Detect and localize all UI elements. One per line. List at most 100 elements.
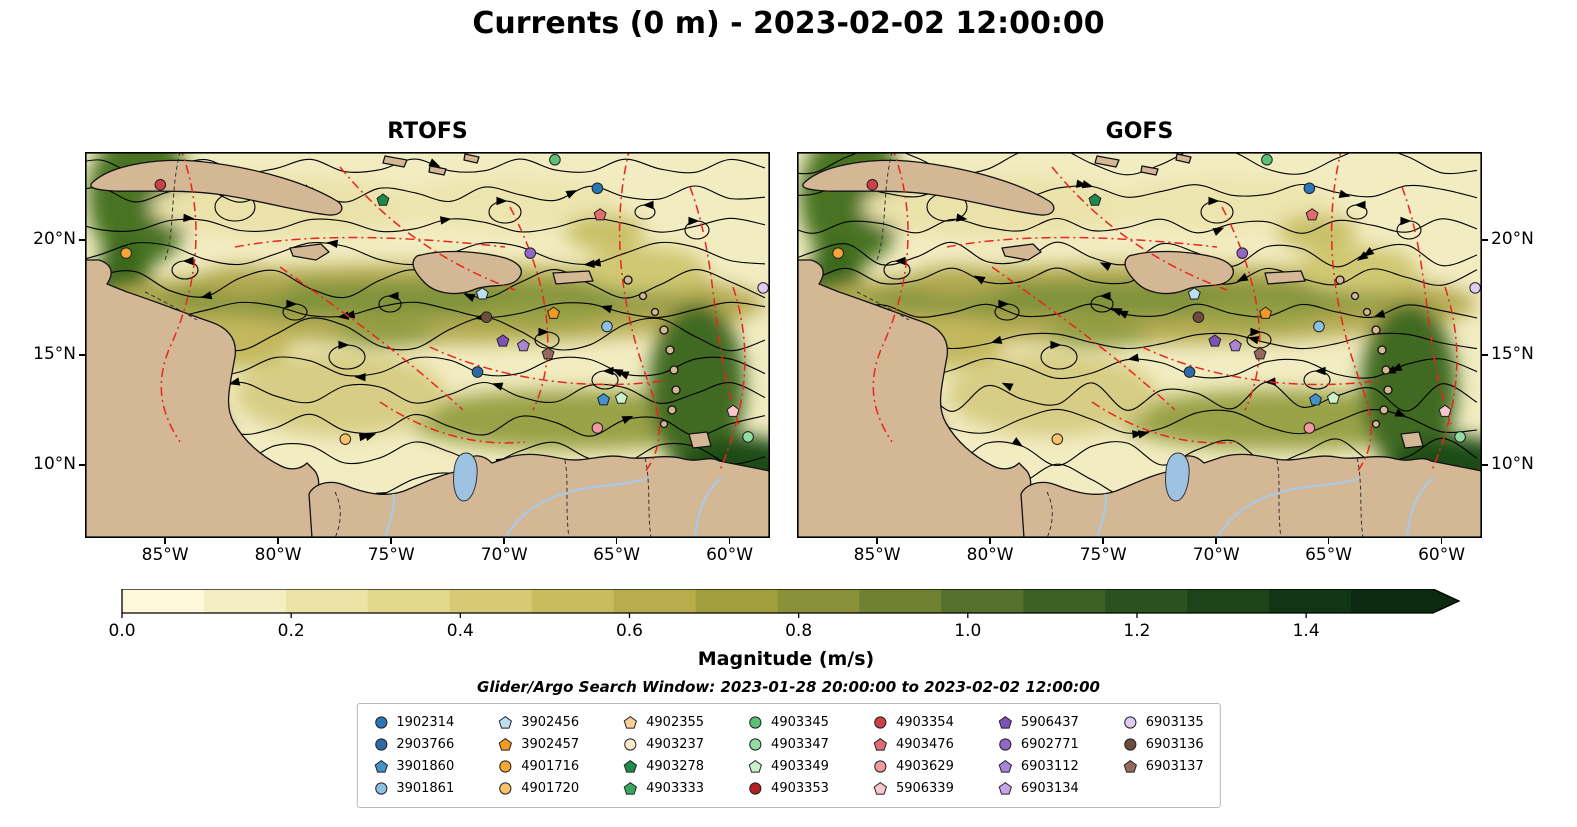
lon-tick-label: 70°W bbox=[1192, 545, 1240, 565]
float-marker-1902314-icon bbox=[1303, 182, 1316, 195]
lat-tickmark bbox=[1482, 239, 1488, 241]
lon-tickmark bbox=[1440, 538, 1443, 544]
colorbar bbox=[121, 589, 1461, 618]
float-marker-4901716-icon bbox=[832, 247, 844, 259]
figure-title: Currents (0 m) - 2023-02-02 12:00:00 bbox=[472, 6, 1105, 41]
legend-entry: 3901860 bbox=[373, 756, 454, 777]
bahamas-landmass bbox=[428, 165, 447, 176]
circle-marker-icon bbox=[624, 738, 637, 751]
legend-entry: 4903345 bbox=[748, 712, 829, 733]
lon-tickmark bbox=[876, 538, 878, 544]
legend-entry: 3902456 bbox=[498, 712, 579, 733]
float-marker-3902457-icon bbox=[1259, 306, 1273, 319]
gofs-map bbox=[797, 152, 1482, 538]
float-marker-3902456-icon bbox=[475, 287, 489, 300]
float-marker-4901720-icon bbox=[1051, 433, 1064, 445]
legend-column: 4903345 4903347 4903349 4903353 bbox=[748, 712, 829, 799]
streamline-arrow-icon bbox=[1247, 336, 1260, 345]
streamline-arrow-icon bbox=[998, 299, 1010, 309]
lon-tickmark bbox=[989, 538, 991, 544]
legend-entry: 4903333 bbox=[623, 778, 704, 799]
pentagon-marker-icon bbox=[998, 759, 1013, 773]
streamline-arrow-icon bbox=[1394, 408, 1407, 417]
bahamas-landmass bbox=[463, 153, 480, 164]
float-marker-3901861-icon bbox=[1313, 320, 1325, 333]
circle-marker-icon bbox=[874, 760, 887, 773]
float-marker-3902457-icon bbox=[547, 306, 561, 319]
streamline-arrow-icon bbox=[642, 200, 654, 210]
trinidad-landmass bbox=[1400, 431, 1424, 449]
legend-entry-label: 5906437 bbox=[1020, 715, 1079, 730]
pentagon-marker-icon bbox=[998, 715, 1013, 729]
lake-maracaibo bbox=[453, 452, 478, 502]
legend-column: 4903354 4903476 4903629 5906339 bbox=[873, 712, 954, 799]
lon-tickmark bbox=[277, 538, 279, 544]
bahamas-landmass bbox=[1175, 153, 1192, 164]
legend-entry: 4903349 bbox=[748, 756, 829, 777]
streamline-arrow-icon bbox=[1137, 430, 1150, 439]
streamline-arrow-icon bbox=[621, 416, 634, 425]
lon-tick-label: 80°W bbox=[254, 545, 302, 565]
legend-entry-label: 4901716 bbox=[521, 759, 580, 774]
lat-tickmark bbox=[1482, 464, 1488, 466]
streamline-arrow-icon bbox=[1208, 196, 1220, 206]
lon-tick-label: 60°W bbox=[706, 545, 754, 565]
streamline-arrow-icon bbox=[1050, 340, 1062, 350]
legend-entry-label: 4901720 bbox=[521, 781, 580, 796]
float-marker-6903112-icon bbox=[1228, 338, 1242, 352]
legend-entry-label: 5906339 bbox=[895, 781, 954, 796]
streamline-arrow-icon bbox=[1099, 262, 1112, 271]
float-marker-4903347-icon bbox=[742, 431, 754, 443]
float-marker-3901860-icon bbox=[1309, 392, 1323, 406]
lon-tickmark bbox=[728, 538, 731, 544]
streamline-arrow-icon bbox=[1116, 310, 1129, 319]
float-marker-4903349-icon bbox=[614, 391, 628, 404]
circle-marker-icon bbox=[1124, 738, 1137, 751]
streamline-arrow-icon bbox=[286, 299, 298, 309]
legend-entry-label: 3901860 bbox=[396, 759, 455, 774]
streamline-arrow-icon bbox=[617, 371, 630, 380]
bahamas-landmass bbox=[382, 155, 408, 168]
float-markers bbox=[120, 153, 769, 445]
pentagon-marker-icon bbox=[873, 737, 888, 751]
pentagon-marker-icon bbox=[623, 759, 638, 773]
streamline-arrow-icon bbox=[1001, 382, 1014, 392]
legend-entry: 4903353 bbox=[748, 778, 829, 799]
streamline-arrow-icon bbox=[1081, 180, 1094, 189]
streamline-arrow-icon bbox=[1236, 272, 1249, 282]
jamaica-landmass bbox=[289, 243, 330, 261]
float-marker-4903278-icon bbox=[376, 193, 390, 206]
central-america-landmass bbox=[797, 259, 1032, 538]
lon-tickmark bbox=[390, 538, 392, 544]
float-marker-4903349-icon bbox=[1326, 391, 1340, 404]
legend-entry: 4902355 bbox=[623, 712, 704, 733]
streamline-arrow-icon bbox=[354, 373, 366, 382]
rivers bbox=[383, 477, 722, 538]
lat-tick-label: 10°N bbox=[33, 454, 76, 475]
colorbar-tick-label: 1.0 bbox=[954, 621, 982, 641]
lon-tick-label: 70°W bbox=[480, 545, 528, 565]
streamline-arrow-icon bbox=[990, 335, 1003, 344]
float-marker-6903137-icon bbox=[541, 347, 555, 360]
legend-entry-label: 3901861 bbox=[396, 781, 455, 796]
legend-entry-label: 3902457 bbox=[521, 737, 580, 752]
legend-entry-label: 6902771 bbox=[1020, 737, 1079, 752]
legend-entry-label: 4903345 bbox=[771, 715, 829, 730]
lake-maracaibo bbox=[1165, 452, 1190, 502]
lon-tick-label: 80°W bbox=[966, 545, 1014, 565]
float-marker-5906437-icon bbox=[1208, 334, 1222, 347]
puerto-rico-landmass bbox=[552, 270, 594, 285]
legend-entry: 4903629 bbox=[873, 756, 954, 777]
pentagon-marker-icon bbox=[499, 715, 513, 729]
float-marker-2903766-icon bbox=[471, 366, 484, 378]
circle-marker-icon bbox=[1124, 716, 1137, 729]
pentagon-marker-icon bbox=[623, 781, 638, 795]
legend-entry-label: 4903353 bbox=[771, 781, 829, 796]
streamline-arrow-icon bbox=[1099, 291, 1111, 301]
streamline-arrow-icon bbox=[688, 216, 700, 226]
lat-tickmark bbox=[79, 464, 85, 466]
float-marker-6903136-icon bbox=[1192, 311, 1205, 324]
streamline-arrow-icon bbox=[387, 291, 399, 301]
streamline-arrow-icon bbox=[491, 382, 504, 391]
jamaica-landmass bbox=[1001, 243, 1042, 261]
